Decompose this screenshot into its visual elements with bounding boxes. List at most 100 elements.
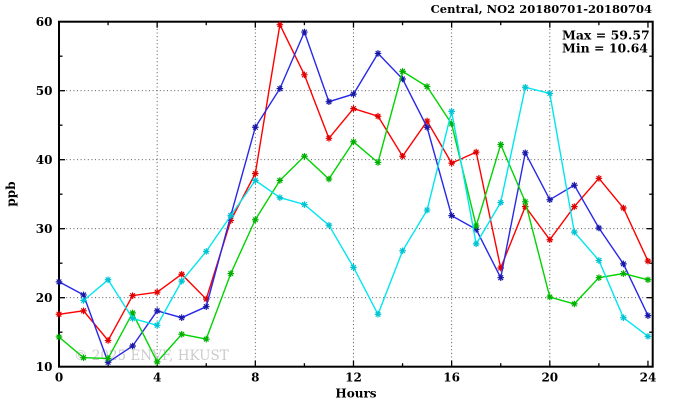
data-series <box>55 21 652 366</box>
axis-tick-labels: 0 4 8 12 16 20 24 10 20 30 40 50 60 <box>36 15 657 385</box>
data-point-marker-red <box>276 21 284 28</box>
y-tick-label: 30 <box>36 222 53 236</box>
data-point-marker-blue <box>521 149 529 157</box>
data-point-marker-red <box>571 203 578 210</box>
data-point-marker-blue <box>80 291 87 299</box>
data-point-marker-blue <box>129 342 136 350</box>
data-point-marker-blue <box>252 123 259 131</box>
data-point-marker-cyan <box>276 194 284 201</box>
data-point-marker-blue <box>546 196 554 204</box>
data-point-marker-green <box>571 300 578 308</box>
data-point-marker-green <box>644 276 652 284</box>
x-tick-label: 24 <box>640 371 657 385</box>
data-point-marker-green <box>448 120 455 128</box>
data-point-marker-red <box>472 148 480 156</box>
data-point-marker-cyan <box>448 108 455 115</box>
data-point-marker-green <box>472 222 480 230</box>
data-point-marker-green <box>399 68 406 75</box>
x-tick-label: 12 <box>345 371 362 385</box>
data-point-marker-red <box>521 203 529 210</box>
data-point-marker-blue <box>497 274 505 281</box>
data-point-marker-blue <box>202 303 210 310</box>
data-point-marker-red <box>80 307 87 315</box>
data-point-marker-red <box>178 270 185 278</box>
data-point-marker-green <box>129 309 136 317</box>
data-point-marker-cyan <box>227 212 235 219</box>
data-point-marker-green <box>325 175 333 183</box>
y-tick-label: 40 <box>36 153 53 167</box>
x-tick-label: 4 <box>153 371 161 385</box>
data-point-marker-red <box>595 175 603 182</box>
data-point-marker-cyan <box>325 221 333 229</box>
data-point-marker-red <box>644 257 652 265</box>
data-point-marker-green <box>153 358 161 366</box>
data-point-marker-red <box>104 337 112 344</box>
y-tick-label: 10 <box>36 360 53 374</box>
data-point-marker-red <box>325 135 333 142</box>
data-point-marker-cyan <box>521 83 529 91</box>
data-point-marker-red <box>301 71 308 79</box>
data-point-marker-blue <box>325 98 333 106</box>
data-point-marker-red <box>448 159 455 167</box>
y-tick-label: 20 <box>36 291 53 305</box>
data-point-marker-red <box>350 105 357 112</box>
y-tick-label: 60 <box>36 15 53 29</box>
x-tick-label: 16 <box>443 371 460 385</box>
data-point-marker-green <box>301 152 308 160</box>
x-tick-label: 0 <box>55 371 63 385</box>
data-point-marker-red <box>423 117 431 125</box>
data-point-marker-blue <box>104 358 112 366</box>
data-point-marker-green <box>252 216 259 224</box>
data-point-marker-cyan <box>546 90 554 97</box>
data-point-marker-green <box>497 141 505 148</box>
data-point-marker-green <box>595 274 603 281</box>
axis-ticks <box>58 21 653 368</box>
data-point-marker-cyan <box>153 322 161 329</box>
data-point-marker-green <box>80 354 87 362</box>
data-point-marker-red <box>497 264 505 272</box>
data-point-marker-cyan <box>129 315 136 322</box>
min-annotation: Min = 10.64 <box>562 41 648 56</box>
data-point-marker-cyan <box>620 314 627 322</box>
data-point-marker-red <box>153 288 161 296</box>
data-point-marker-cyan <box>595 257 603 264</box>
plot-border <box>58 20 654 368</box>
y-axis-label: ppb <box>4 181 18 206</box>
data-point-marker-green <box>202 335 210 343</box>
data-point-marker-green <box>423 83 431 90</box>
data-point-marker-blue <box>350 90 357 98</box>
data-point-marker-red <box>252 170 259 177</box>
data-point-marker-cyan <box>399 247 406 255</box>
data-point-marker-blue <box>472 226 480 233</box>
data-point-marker-blue <box>153 307 161 315</box>
data-point-marker-blue <box>644 312 652 319</box>
data-point-marker-blue <box>276 85 284 92</box>
data-point-marker-blue <box>620 260 627 268</box>
x-tick-label: 8 <box>251 371 259 385</box>
series-line-blue <box>58 30 649 364</box>
data-point-marker-cyan <box>350 264 357 271</box>
data-point-marker-cyan <box>80 297 87 304</box>
data-point-marker-red <box>620 204 627 212</box>
data-point-marker-green <box>227 270 235 277</box>
data-point-marker-cyan <box>472 240 480 248</box>
data-point-marker-cyan <box>202 248 210 255</box>
data-point-marker-green <box>178 330 185 338</box>
data-point-marker-cyan <box>374 310 382 318</box>
data-point-marker-cyan <box>644 333 652 340</box>
data-point-marker-green <box>620 270 627 277</box>
series-line-cyan <box>83 86 649 337</box>
data-point-marker-cyan <box>571 228 578 236</box>
data-point-marker-green <box>546 293 554 301</box>
gridlines <box>59 21 653 367</box>
data-point-marker-green <box>276 177 284 184</box>
data-point-marker-blue <box>399 75 406 83</box>
data-point-marker-red <box>202 295 210 303</box>
data-point-marker-blue <box>423 123 431 131</box>
data-point-marker-cyan <box>423 206 431 214</box>
data-point-marker-green <box>55 333 63 341</box>
data-point-marker-cyan <box>252 177 259 184</box>
series-line-red <box>58 22 649 342</box>
data-point-marker-red <box>374 112 382 120</box>
